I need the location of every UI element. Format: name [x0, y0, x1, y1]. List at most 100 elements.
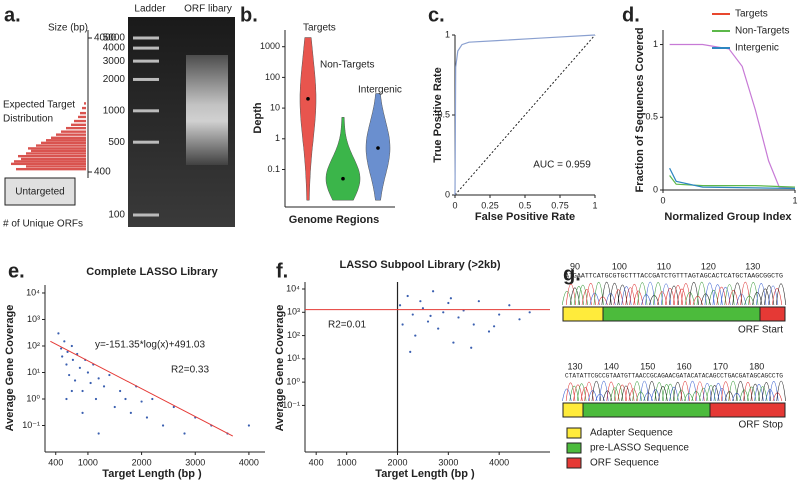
point — [86, 371, 90, 374]
ladder-band — [133, 36, 159, 40]
y-tick-label: 0.1 — [267, 164, 280, 174]
y-tick-label: 3000 — [103, 56, 126, 67]
y-tick-label: 1 — [653, 39, 658, 49]
y-tick-label: 10³ — [27, 314, 40, 324]
bar — [84, 102, 86, 105]
point — [421, 307, 425, 310]
ladder-band — [133, 140, 159, 144]
bar — [56, 133, 86, 136]
point — [57, 332, 60, 335]
point — [492, 325, 496, 328]
x-tick-label: 2000 — [132, 457, 152, 467]
axis-title: Genome Regions — [289, 214, 379, 226]
diagonal — [454, 34, 596, 196]
axis-title: Fraction of Sequences Covered — [634, 27, 646, 192]
point — [119, 389, 122, 393]
bar — [78, 115, 86, 119]
legend-label: Non-Targets — [735, 26, 789, 37]
panel-label: d. — [622, 4, 640, 26]
point — [68, 373, 71, 377]
axis-title: False Positive Rate — [475, 211, 575, 223]
x-tick-label: 1 — [792, 195, 797, 205]
y-tick-label: 0.5 — [645, 112, 658, 122]
point — [97, 377, 100, 380]
x-tick-label: 4000 — [239, 457, 259, 467]
median — [376, 146, 380, 150]
trace-peak — [589, 292, 600, 306]
point — [431, 290, 435, 293]
sequence: ATGAATTCATGCGTGCTTTACCGATCTGTTTAGTAGCACT… — [565, 273, 783, 280]
point — [61, 355, 64, 358]
bar — [26, 165, 86, 168]
line — [669, 167, 796, 190]
position-label: 140 — [604, 361, 619, 371]
y-tick-label: 10¹ — [287, 353, 300, 363]
x-tick-label: 400 — [48, 457, 63, 467]
point — [457, 316, 460, 319]
bar — [66, 126, 86, 130]
y-tick-label: 1000 — [260, 41, 280, 51]
point — [487, 330, 491, 333]
point — [124, 397, 127, 401]
axis-title: Depth — [252, 102, 264, 133]
bar — [71, 123, 86, 127]
bar — [31, 149, 86, 153]
x-tick-label: 0 — [452, 200, 457, 210]
axis-title: Normalized Group Index — [664, 211, 792, 223]
position-label: 130 — [567, 361, 582, 371]
point — [528, 311, 531, 314]
orf-segment — [709, 402, 786, 418]
annotation: AUC = 0.959 — [533, 160, 591, 171]
annotation: R2=0.01 — [328, 320, 367, 331]
panel-label: a. — [4, 4, 21, 26]
bar — [61, 130, 86, 133]
y-tick-label: 4000 — [94, 33, 117, 44]
point — [426, 320, 430, 323]
point — [71, 358, 75, 361]
y-tick-label: 10⁴ — [26, 287, 40, 297]
point — [70, 344, 73, 348]
point — [129, 411, 132, 414]
y-tick-label: 5000 — [103, 33, 126, 44]
annotation: y=-151.35*log(x)+491.03 — [95, 340, 206, 351]
panel-label: b. — [240, 4, 258, 26]
x-tick-label: 4000 — [489, 457, 509, 467]
point — [447, 301, 450, 305]
point — [63, 340, 66, 343]
bar — [26, 152, 86, 155]
x-tick-label: 3000 — [185, 457, 205, 467]
x-tick-label: 0.75 — [551, 200, 569, 210]
ladder-band — [133, 109, 159, 113]
axis-title: Size (bp) — [48, 23, 88, 34]
y-tick-label: 10⁰ — [286, 377, 300, 387]
position-label: 90 — [570, 261, 580, 271]
y-tick-label: 100 — [265, 72, 280, 82]
point — [113, 405, 116, 409]
y-tick-label: 10² — [27, 340, 40, 350]
trace-peak — [775, 283, 787, 306]
lane-label: Ladder — [134, 4, 166, 15]
bar — [16, 167, 86, 171]
annotation: Expected Target — [3, 100, 75, 111]
axis-title: Average Gene Coverage — [274, 305, 286, 432]
panel-label: e. — [8, 260, 25, 282]
trace-peak — [587, 390, 598, 402]
position-label: 160 — [677, 361, 692, 371]
y-tick-label: 2000 — [103, 74, 126, 85]
axis-title: True Positive Rate — [432, 67, 444, 162]
bar — [36, 144, 86, 147]
point — [247, 424, 251, 427]
legend-swatch — [566, 457, 582, 469]
point — [470, 346, 473, 349]
point — [449, 297, 452, 300]
bar — [11, 162, 86, 166]
bar — [41, 141, 86, 145]
y-tick-label: 400 — [94, 167, 111, 178]
point — [437, 327, 440, 330]
y-tick-label: 1000 — [103, 105, 126, 116]
gel-smear — [186, 55, 228, 165]
sequence: CTATATTCGCCGTAATGTTAACCGCAGAACGATACATACA… — [565, 373, 783, 380]
point — [429, 314, 432, 318]
y-tick-label: 10¹ — [27, 367, 40, 377]
